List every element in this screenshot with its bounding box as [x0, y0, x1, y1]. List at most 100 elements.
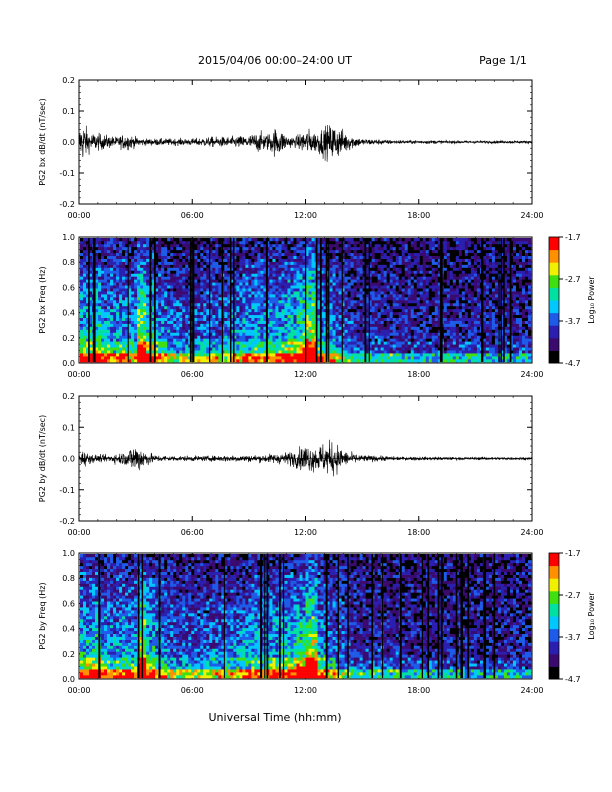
spectrogram-cell: [110, 291, 114, 295]
spectrogram-cell: [107, 294, 111, 298]
spectrogram-cell: [182, 288, 186, 292]
spectrogram-cell: [284, 238, 288, 242]
spectrogram-cell: [392, 341, 396, 345]
spectrogram-cell: [242, 243, 246, 248]
spectrogram-cell: [308, 311, 312, 316]
spectrogram-cell: [212, 264, 216, 268]
spectrogram-cell: [146, 347, 150, 351]
spectrogram-cell: [170, 347, 174, 351]
spectrogram-cell: [95, 335, 99, 339]
spectrogram-cell: [290, 270, 294, 274]
spectrogram-cell: [338, 350, 342, 354]
spectrogram-cell: [374, 264, 378, 268]
spectrogram-cell: [251, 356, 255, 360]
spectrogram-cell: [359, 297, 363, 301]
spectrogram-cell: [107, 297, 111, 301]
spectrogram-cell: [215, 341, 219, 345]
spectrogram-cell: [89, 285, 93, 289]
spectrogram-cell: [332, 291, 336, 295]
spectrogram-cell: [170, 249, 174, 254]
spectrogram-cell: [152, 338, 156, 342]
spectrogram-cell: [380, 326, 384, 330]
spectrogram-cell: [356, 249, 360, 254]
spectrogram-cell: [290, 261, 294, 265]
spectrogram-cell: [230, 323, 234, 327]
spectrogram-cell: [176, 314, 180, 319]
spectrogram-cell: [335, 297, 339, 301]
spectrogram-cell: [179, 264, 183, 268]
spectrogram-cell: [410, 240, 415, 245]
spectrogram-cell: [146, 317, 150, 321]
spectrogram-cell: [272, 258, 276, 262]
spectrogram-cell: [347, 314, 351, 319]
spectrogram-cell: [383, 335, 387, 339]
spectrogram-cell: [251, 261, 255, 265]
spectrogram-cell: [368, 267, 372, 271]
spectrogram-cell: [260, 261, 264, 265]
spectrogram-cell: [239, 305, 243, 310]
spectrogram-cell: [407, 285, 412, 289]
spectrogram-cell: [98, 314, 102, 319]
spectrogram-cell: [200, 261, 204, 265]
spectrogram-cell: [170, 341, 174, 345]
spectrogram-cell: [398, 320, 403, 324]
spectrogram-cell: [230, 294, 234, 298]
spectrogram-cell: [131, 350, 135, 354]
spectrogram-cell: [383, 288, 387, 292]
spectrogram-cell: [104, 261, 108, 265]
spectrogram-cell: [413, 329, 418, 333]
spectrogram-cell: [404, 356, 409, 360]
spectrogram-cell: [224, 276, 228, 280]
spectrogram-cell: [230, 341, 234, 345]
spectrogram-cell: [170, 261, 174, 265]
spectrogram-cell: [143, 297, 147, 301]
spectrogram-cell: [344, 332, 348, 336]
spectrogram-cell: [383, 308, 387, 313]
spectrogram-cell: [371, 246, 375, 251]
spectrogram-cell: [386, 305, 390, 310]
spectrogram-cell: [173, 264, 177, 268]
spectrogram-cell: [272, 238, 276, 242]
spectrogram-cell: [95, 285, 99, 289]
spectrogram-cell: [410, 359, 415, 363]
spectrogram-cell: [200, 246, 204, 251]
spectrogram-cell: [266, 353, 270, 357]
spectrogram-cell: [101, 294, 105, 298]
spectrogram-cell: [296, 240, 300, 245]
y-tick-label: 0.8: [62, 258, 75, 267]
spectrogram-cell: [260, 276, 264, 280]
spectrogram-cell: [227, 297, 231, 301]
spectrogram-cell: [269, 297, 273, 301]
spectrogram-cell: [302, 341, 306, 345]
spectrogram-cell: [302, 264, 306, 268]
spectrogram-cell: [398, 252, 403, 257]
spectrogram-cell: [104, 353, 108, 357]
spectrogram-cell: [356, 276, 360, 280]
spectrogram-cell: [275, 359, 279, 363]
spectrogram-cell: [113, 273, 117, 277]
spectrogram-cell: [95, 329, 99, 333]
spectrogram-cell: [296, 279, 300, 283]
spectrogram-cell: [353, 285, 357, 289]
spectrogram-cell: [167, 300, 171, 304]
spectrogram-cell: [182, 264, 186, 268]
spectrogram-cell: [284, 291, 288, 295]
spectrogram-cell: [254, 267, 258, 271]
spectrogram-cell: [338, 341, 342, 345]
spectrogram-cell: [116, 356, 120, 360]
spectrogram-cell: [323, 255, 327, 259]
spectrogram-cell: [224, 270, 228, 274]
spectrogram-cell: [275, 282, 279, 286]
spectrogram-cell: [413, 308, 418, 313]
spectrogram-cell: [380, 341, 384, 345]
spectrogram-cell: [155, 285, 159, 289]
spectrogram-cell: [98, 317, 102, 321]
spectrogram-cell: [344, 326, 348, 330]
spectrogram-cell: [296, 347, 300, 351]
spectrogram-cell: [119, 347, 123, 351]
spectrogram-cell: [305, 267, 309, 271]
spectrogram-cell: [197, 356, 201, 360]
spectrogram-cell: [215, 305, 219, 310]
spectrogram-cell: [194, 282, 198, 286]
spectrogram-cell: [272, 267, 276, 271]
